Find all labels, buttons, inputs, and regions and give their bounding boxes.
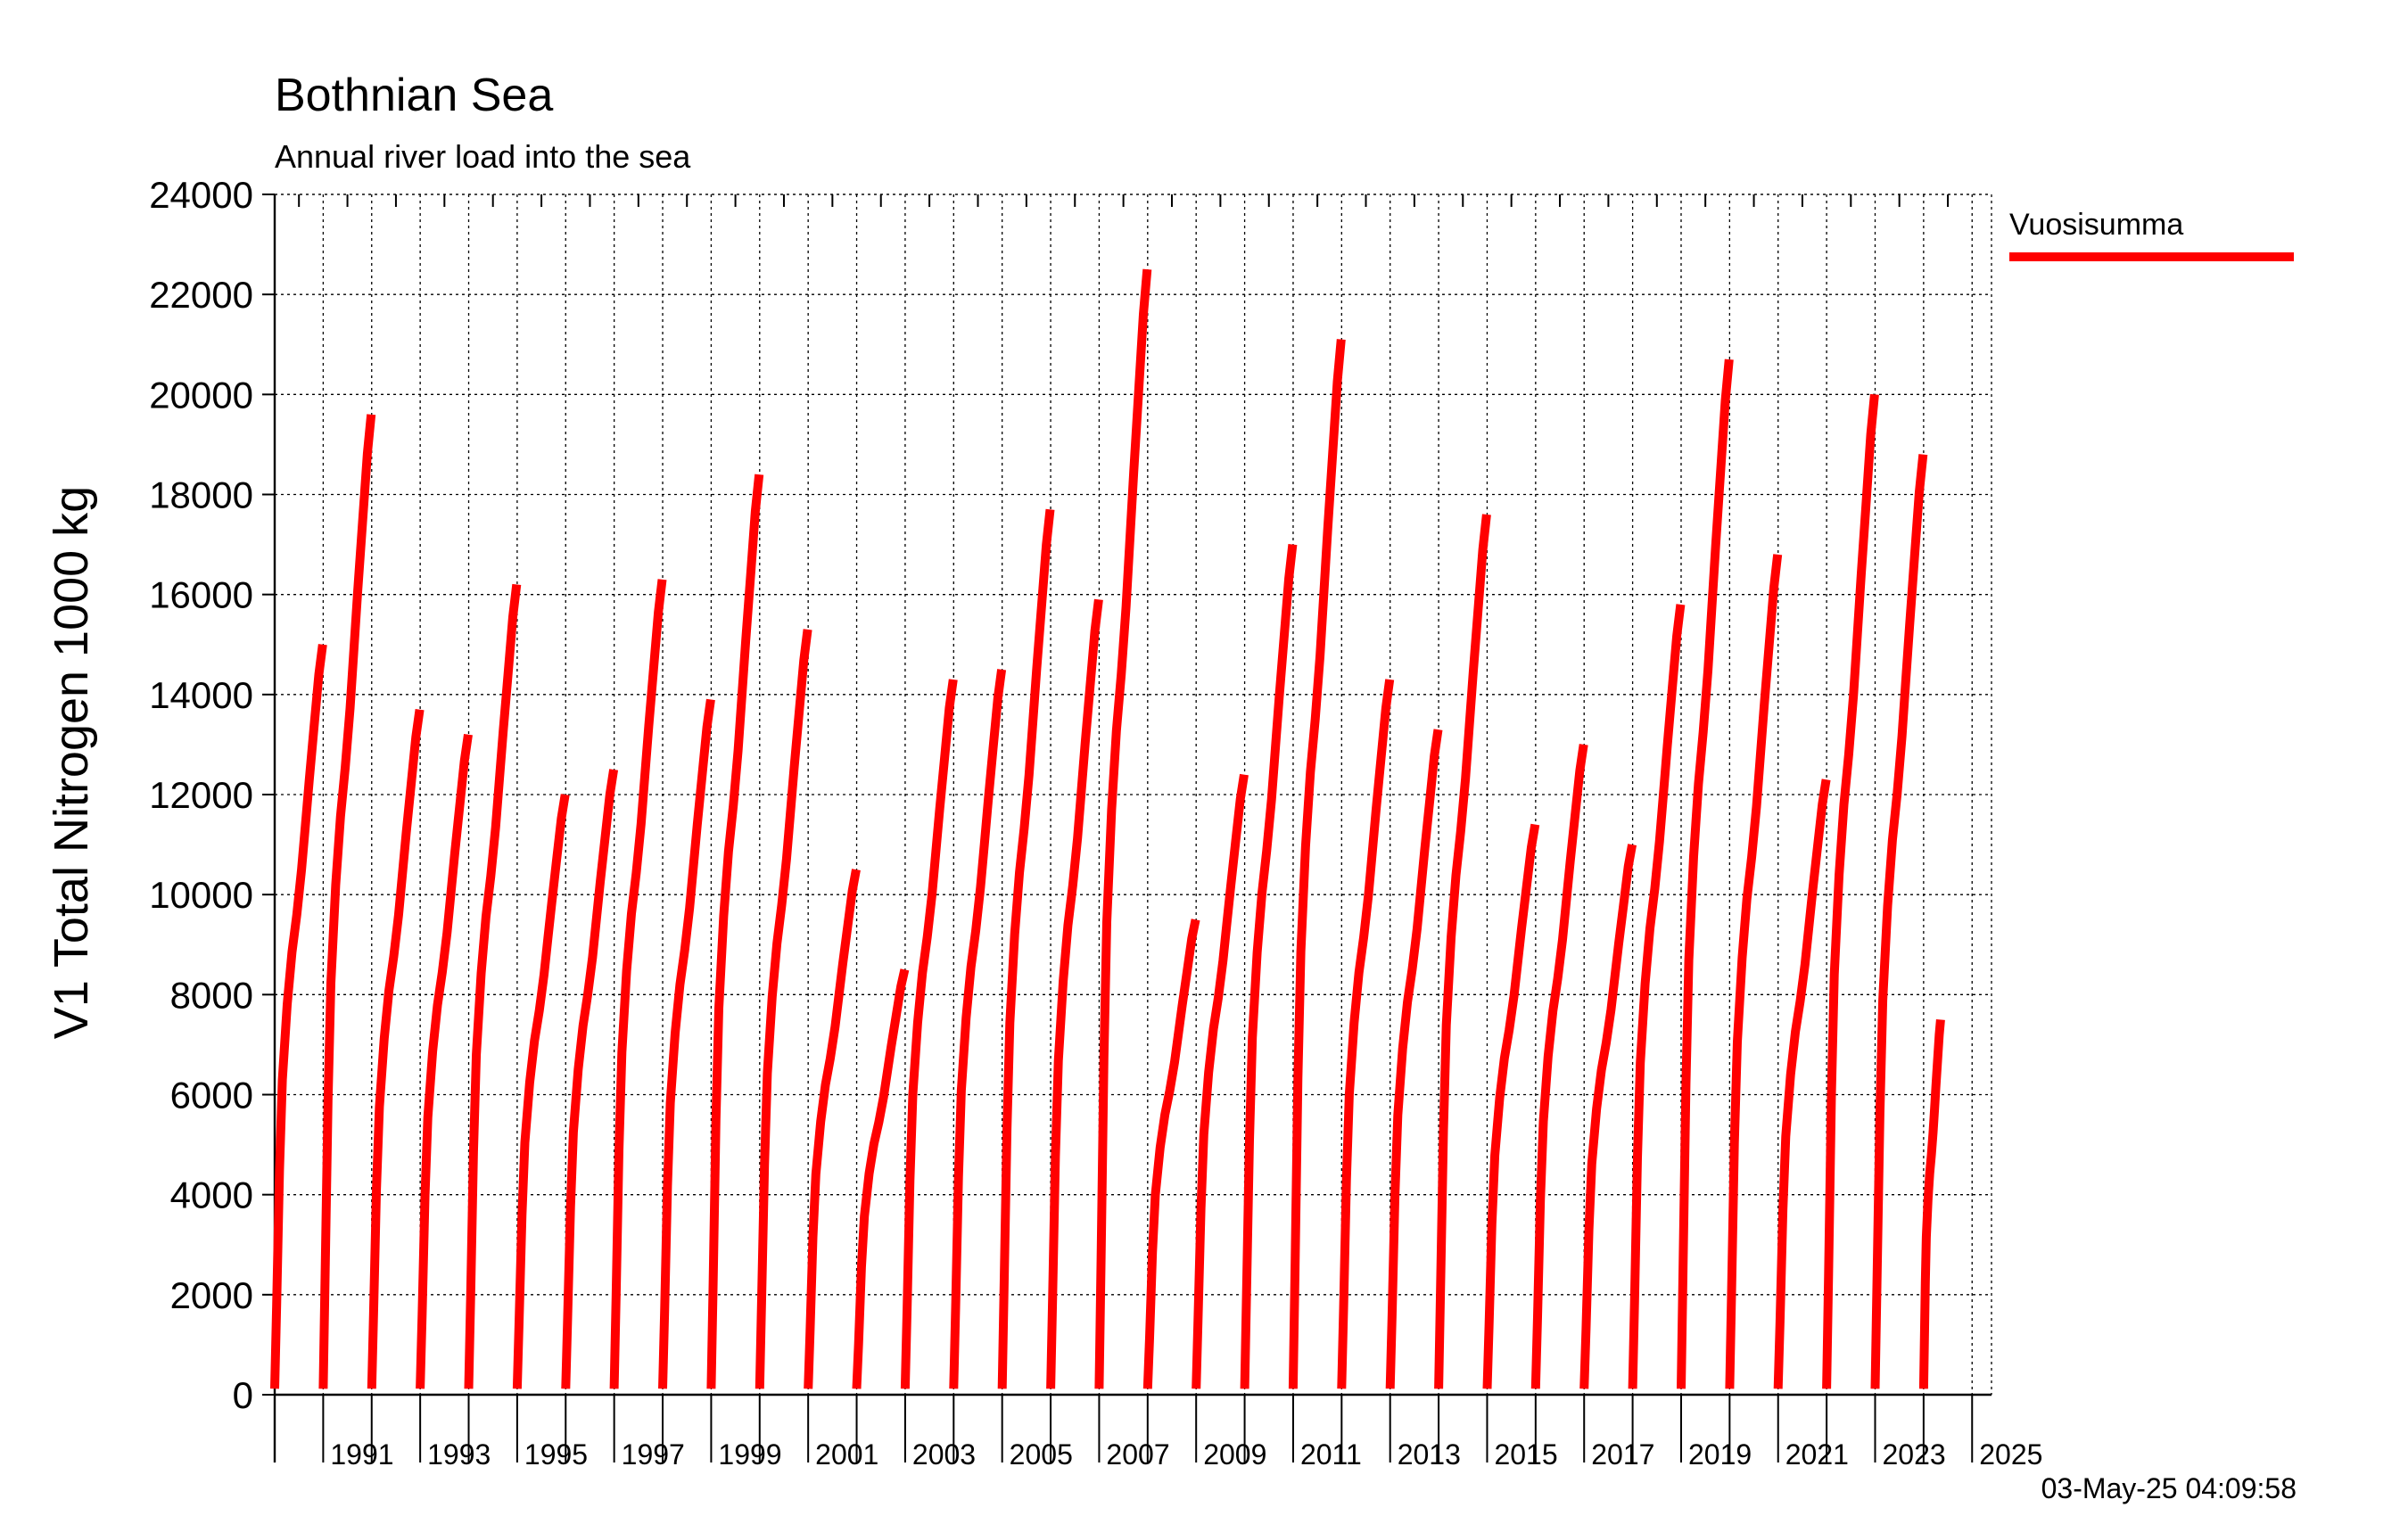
y-tick-label: 18000 <box>149 474 253 516</box>
timestamp: 03-May-25 04:09:58 <box>2041 1472 2297 1504</box>
series-line-2022 <box>1822 393 1879 1389</box>
series-line-2014 <box>1434 514 1491 1389</box>
x-tick-label: 2009 <box>1203 1438 1266 1471</box>
y-tick-label: 4000 <box>170 1174 253 1216</box>
y-tick-label: 8000 <box>170 974 253 1016</box>
series-line-1994 <box>464 583 522 1389</box>
x-tick-label: 1995 <box>524 1438 588 1471</box>
x-tick-label: 2001 <box>815 1438 878 1471</box>
series-line-2003 <box>900 679 958 1389</box>
y-tick-label: 12000 <box>149 774 253 816</box>
series-line-2008 <box>1142 919 1200 1389</box>
y-tick-label: 0 <box>233 1374 253 1416</box>
series-line-1999 <box>706 474 764 1389</box>
y-tick-label: 20000 <box>149 374 253 416</box>
y-tick-label: 22000 <box>149 274 253 316</box>
series-line-1997 <box>609 579 667 1389</box>
y-axis-ticks: 0 2000 4000 6000 8000 10000 12000 14000 16000 180… <box>149 174 275 1416</box>
series-line-2023 <box>1870 454 1928 1389</box>
series-line-2000 <box>755 629 812 1389</box>
legend-label: Vuosisumma <box>2009 208 2183 242</box>
y-tick-label: 2000 <box>170 1274 253 1316</box>
series-line-2001 <box>804 869 861 1389</box>
x-tick-label: 2013 <box>1398 1438 1461 1471</box>
x-tick-label: 1999 <box>718 1438 781 1471</box>
x-tick-label: 2011 <box>1300 1438 1362 1471</box>
series-line-2017 <box>1579 844 1637 1389</box>
series-line-2021 <box>1773 779 1831 1389</box>
series-line-2024 <box>1918 1018 1945 1389</box>
series-line-2004 <box>949 669 1007 1389</box>
x-tick-label: 2019 <box>1688 1438 1752 1471</box>
x-tick-label: 2005 <box>1010 1438 1073 1471</box>
series-line-2020 <box>1725 554 1783 1389</box>
x-tick-label: 2023 <box>1882 1438 1945 1471</box>
series-line-2019 <box>1677 358 1734 1389</box>
y-axis-label: V1 Total Nitrogen 1000 kg <box>45 486 98 1039</box>
x-axis-ticks: 1991 1993 1995 1997 1999 2001 2003 2005 2007 2009… <box>274 194 2042 1471</box>
series-line-1990 <box>270 644 327 1389</box>
x-tick-label: 1997 <box>622 1438 685 1471</box>
series-line-2009 <box>1192 773 1249 1389</box>
x-tick-label: 2021 <box>1785 1438 1849 1471</box>
series-line-2013 <box>1385 729 1443 1389</box>
series-line-1993 <box>416 733 473 1389</box>
y-tick-label: 24000 <box>149 174 253 216</box>
series-line-1995 <box>512 794 570 1389</box>
x-tick-label: 2007 <box>1106 1438 1169 1471</box>
chart-subtitle: Annual river load into the sea <box>275 138 691 175</box>
y-tick-label: 6000 <box>170 1075 253 1116</box>
series-line-2005 <box>997 508 1055 1389</box>
series-line-1996 <box>561 769 619 1389</box>
y-tick-label: 14000 <box>149 674 253 716</box>
series-line-1991 <box>318 414 376 1389</box>
x-tick-label: 1991 <box>330 1438 393 1471</box>
series-line-2011 <box>1288 339 1346 1389</box>
series-line-1992 <box>367 709 425 1389</box>
series-line-2006 <box>1046 598 1103 1389</box>
series-line-1998 <box>658 698 715 1389</box>
series-line-2002 <box>852 968 910 1389</box>
y-tick-label: 10000 <box>149 874 253 916</box>
series-line-2012 <box>1337 679 1395 1389</box>
legend: Vuosisumma <box>2009 208 2294 261</box>
y-tick-label: 16000 <box>149 574 253 616</box>
series-line-2007 <box>1094 268 1152 1389</box>
x-tick-label: 2017 <box>1591 1438 1654 1471</box>
series-line-2015 <box>1482 823 1540 1389</box>
x-tick-label: 2003 <box>912 1438 976 1471</box>
data-series <box>270 268 1945 1389</box>
series-line-2010 <box>1240 544 1298 1389</box>
chart-title: Bothnian Sea <box>275 70 553 121</box>
series-line-2016 <box>1530 744 1588 1389</box>
x-tick-label: 2015 <box>1494 1438 1557 1471</box>
x-tick-label: 1993 <box>427 1438 491 1471</box>
x-tick-label: 2025 <box>1979 1438 2042 1471</box>
series-line-2018 <box>1628 604 1686 1389</box>
